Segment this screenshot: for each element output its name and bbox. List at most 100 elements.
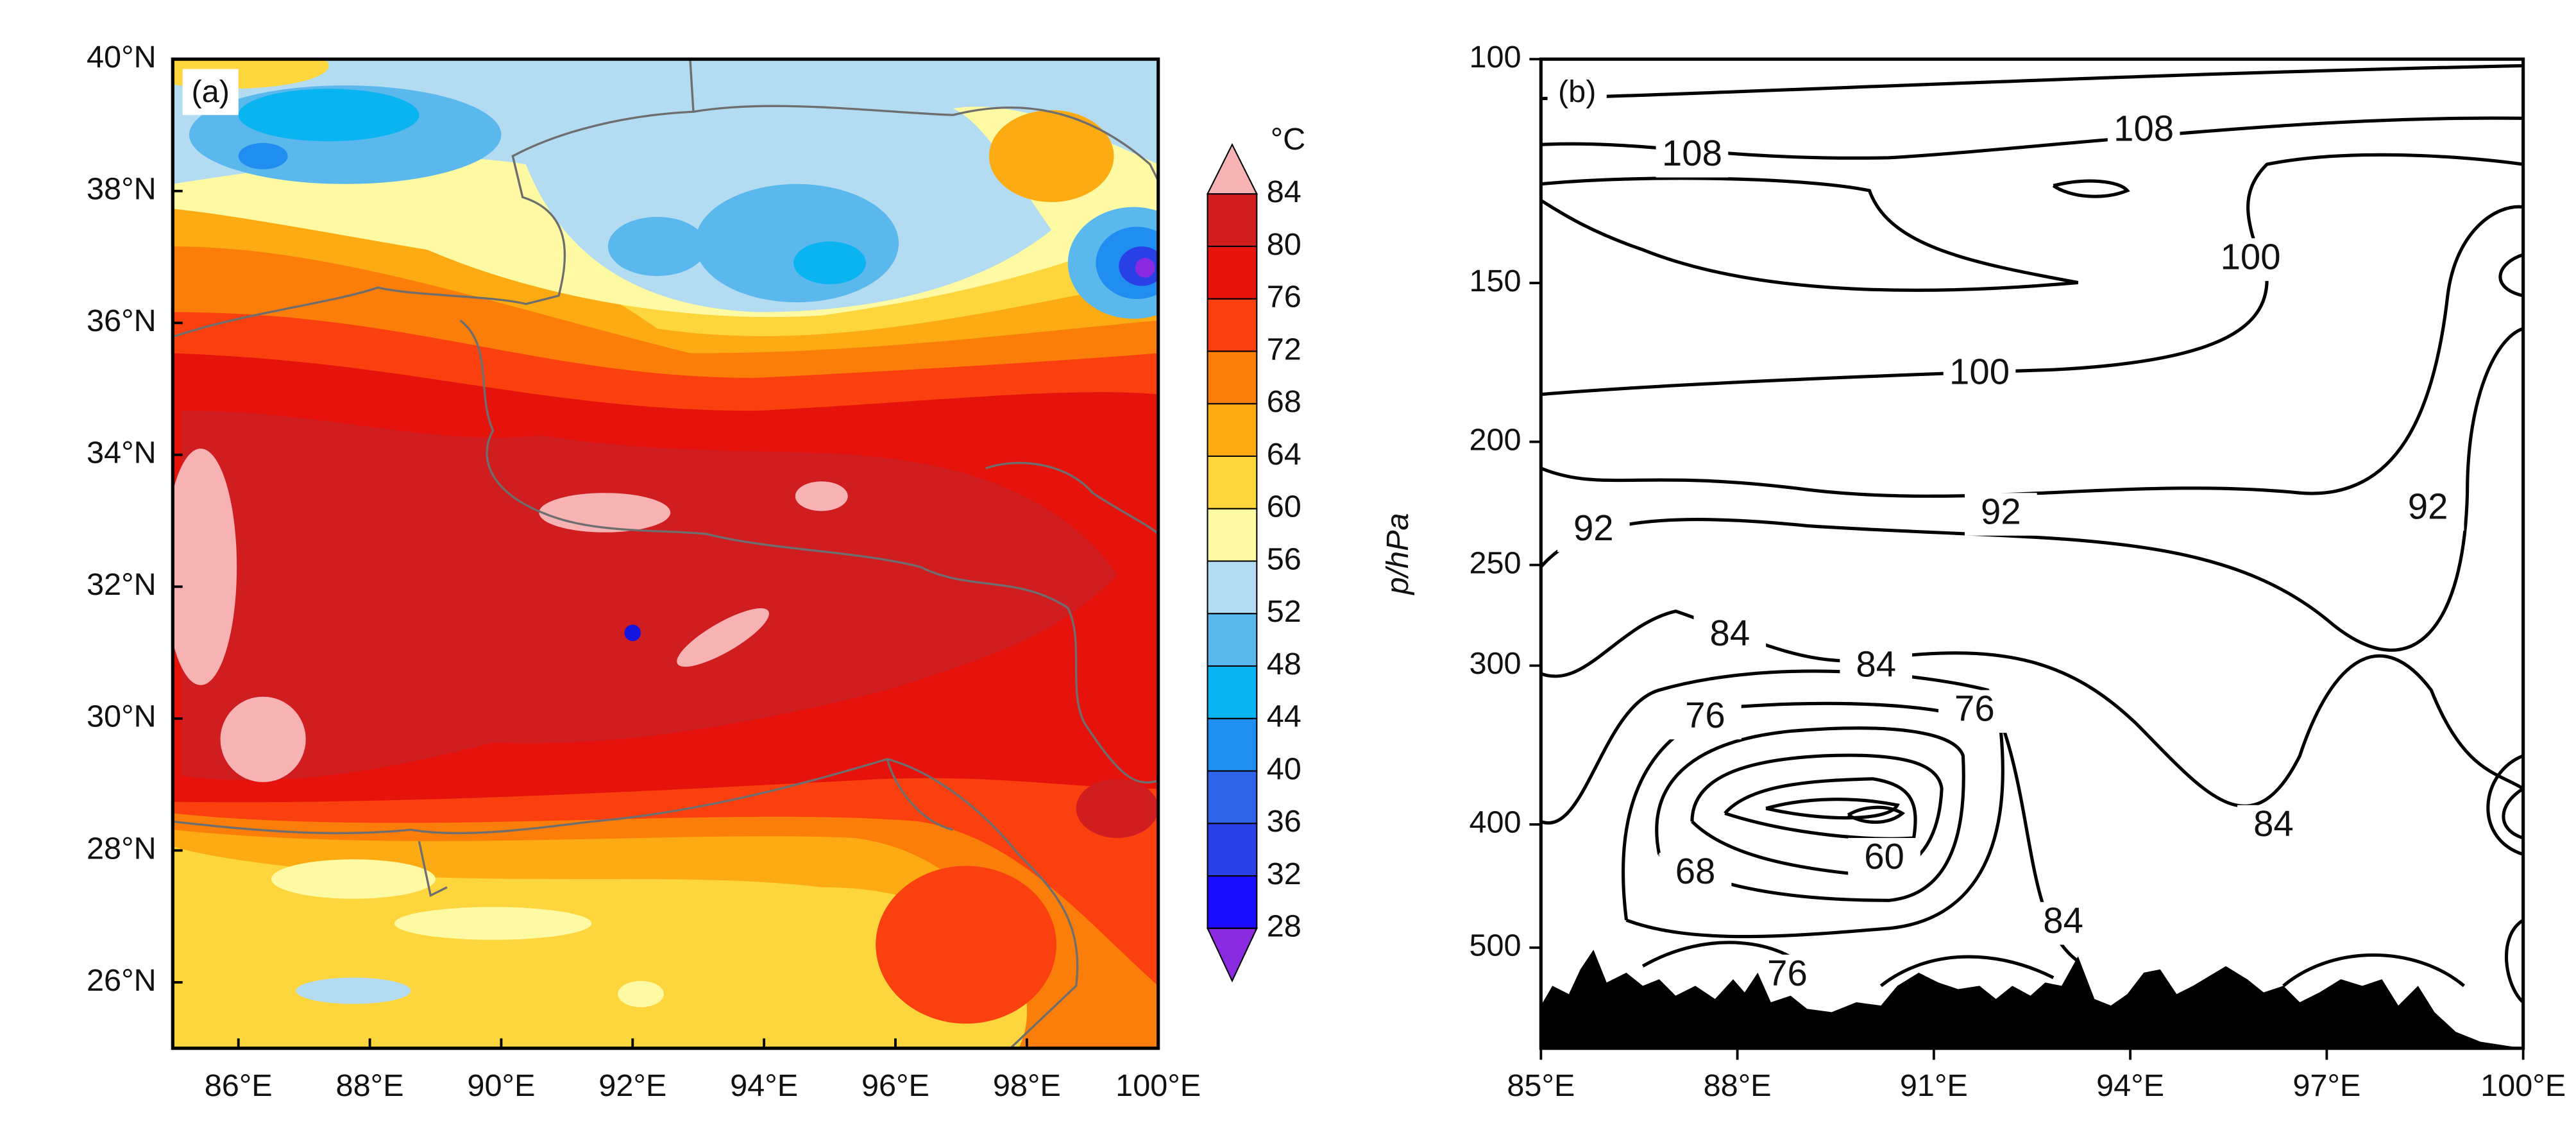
contour-label-bg [2391, 488, 2464, 531]
contour-line [2498, 253, 2523, 298]
field-region [793, 241, 866, 284]
field-region [238, 142, 288, 169]
site-marker [624, 624, 641, 642]
y-tick-label: 150 [1469, 264, 1521, 298]
contour-label-bg [1840, 645, 1913, 688]
y-tick-label: 200 [1469, 422, 1521, 457]
contour-labels: 108 108 100 100 92 92 92 84 84 76 76 68 60 84 84 76 [1557, 108, 2464, 998]
colorbar-label: 32 [1267, 857, 1301, 891]
contour-line [1541, 64, 2523, 101]
colorbar-box [1207, 403, 1258, 457]
colorbar-label: 52 [1267, 594, 1301, 629]
contour-label: 108 [1662, 133, 1722, 173]
x-tick-label: 94°E [730, 1068, 798, 1103]
colorbar-box [1207, 245, 1258, 300]
contour-line [1879, 955, 2055, 987]
colorbar-box [1207, 350, 1258, 405]
contour-label-bg [1965, 493, 2037, 536]
contour-line [1541, 176, 2079, 292]
contour-label: 84 [2253, 803, 2294, 844]
contour-label-bg [1659, 853, 1732, 896]
field-region [238, 89, 419, 142]
contour-label: 84 [1856, 644, 1896, 685]
y-tick-label: 250 [1469, 545, 1521, 580]
contour-label-bg [1656, 134, 1729, 178]
colorbar-box [1207, 665, 1258, 719]
panel-label: (a) [191, 74, 229, 109]
colorbar-box [1207, 298, 1258, 352]
x-tick-label: 100°E [1115, 1068, 1201, 1103]
colorbar-box [1207, 823, 1258, 877]
terrain [1541, 950, 2523, 1048]
field-region [271, 859, 436, 899]
contour-label-bg [1938, 690, 2011, 733]
field-region [876, 866, 1056, 1024]
colorbar-label: 60 [1267, 490, 1301, 524]
contour-line [1655, 726, 1965, 902]
field-region [1135, 258, 1155, 278]
contour-label-bg [1943, 353, 2016, 397]
contour-label: 60 [1864, 836, 1904, 876]
contour-label-bg [1848, 837, 1920, 881]
contour-line [2282, 953, 2466, 987]
panel-label-bg [182, 69, 239, 115]
y-tick-label: 38°N [87, 172, 157, 207]
field-region [795, 481, 848, 511]
field-region [988, 110, 1114, 202]
colorbar-label: 72 [1267, 332, 1301, 366]
colorbar-box [1207, 193, 1258, 247]
x-tick-label: 91°E [1900, 1068, 1968, 1103]
border-line [418, 841, 448, 898]
colorbar-label: 84 [1267, 175, 1301, 209]
contour-line [1690, 753, 1944, 876]
colorbar-unit: °C [1271, 122, 1306, 157]
plot-frame [1539, 57, 2525, 1050]
y-tick-label: 26°N [87, 963, 157, 998]
contour-label: 84 [1709, 613, 1750, 653]
y-tick-label: 36°N [87, 303, 157, 338]
field-region [220, 696, 306, 782]
colorbar-label: 48 [1267, 647, 1301, 681]
y-tick-label: 300 [1469, 646, 1521, 681]
borders [173, 59, 1158, 1048]
colorbar-over [1206, 143, 1258, 195]
border-line [459, 320, 1158, 784]
colorbar-label: 64 [1267, 437, 1301, 472]
colorbar-label: 80 [1267, 227, 1301, 262]
contour-line [1541, 327, 2523, 652]
y-tick-label: 100 [1469, 40, 1521, 74]
colorbar-label: 76 [1267, 280, 1301, 314]
y-tick-label: 30°N [87, 699, 157, 734]
colorbar-box [1207, 560, 1258, 615]
y-axis-label: p/hPa [1380, 513, 1415, 595]
field-region [181, 411, 1117, 780]
contour-label: 92 [2408, 486, 2448, 527]
contour-line [2052, 179, 2130, 198]
contour-label: 68 [1675, 851, 1716, 891]
border-line [173, 59, 695, 338]
x-tick-label: 96°E [861, 1068, 929, 1103]
contour-label: 108 [2114, 108, 2174, 149]
y-tick-label: 32°N [87, 567, 157, 602]
colorbar-label: 36 [1267, 804, 1301, 839]
contour-line [2504, 918, 2523, 1004]
contour-label: 84 [2043, 900, 2083, 941]
contour-line [1541, 116, 2523, 160]
field-region [394, 907, 592, 940]
contour-label-bg [2237, 805, 2310, 848]
x-tick-label: 98°E [993, 1068, 1061, 1103]
field-region [607, 217, 707, 277]
colorbar-label: 44 [1267, 699, 1301, 734]
x-tick-label: 97°E [2292, 1068, 2360, 1103]
colorbar-label: 68 [1267, 384, 1301, 419]
field-region [1076, 778, 1158, 838]
contour-line [2486, 754, 2523, 856]
border-line [886, 758, 954, 831]
contour-line [1541, 609, 2523, 808]
colorbar-label: 40 [1267, 751, 1301, 786]
x-tick-label: 88°E [336, 1068, 404, 1103]
x-tick-label: 92°E [598, 1068, 666, 1103]
y-tick-label: 28°N [87, 831, 157, 866]
